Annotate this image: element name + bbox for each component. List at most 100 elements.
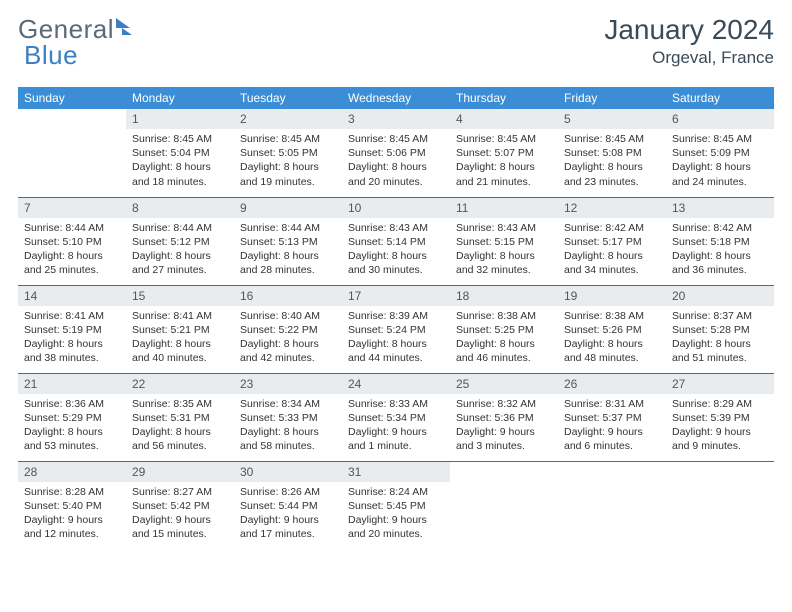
day-details: Sunrise: 8:31 AMSunset: 5:37 PMDaylight:… <box>558 394 666 460</box>
day-number: 18 <box>450 286 558 306</box>
calendar-cell: 10Sunrise: 8:43 AMSunset: 5:14 PMDayligh… <box>342 197 450 285</box>
calendar-cell: 19Sunrise: 8:38 AMSunset: 5:26 PMDayligh… <box>558 285 666 373</box>
day-details: Sunrise: 8:38 AMSunset: 5:26 PMDaylight:… <box>558 306 666 372</box>
day-details: Sunrise: 8:44 AMSunset: 5:12 PMDaylight:… <box>126 218 234 284</box>
calendar-cell: 7Sunrise: 8:44 AMSunset: 5:10 PMDaylight… <box>18 197 126 285</box>
day-number: 7 <box>18 198 126 218</box>
day-number: 3 <box>342 109 450 129</box>
calendar-cell: 6Sunrise: 8:45 AMSunset: 5:09 PMDaylight… <box>666 109 774 197</box>
calendar-cell <box>558 461 666 549</box>
day-number: 16 <box>234 286 342 306</box>
day-details: Sunrise: 8:24 AMSunset: 5:45 PMDaylight:… <box>342 482 450 548</box>
day-number: 24 <box>342 374 450 394</box>
calendar-cell: 25Sunrise: 8:32 AMSunset: 5:36 PMDayligh… <box>450 373 558 461</box>
calendar-cell: 23Sunrise: 8:34 AMSunset: 5:33 PMDayligh… <box>234 373 342 461</box>
day-number: 26 <box>558 374 666 394</box>
day-number: 28 <box>18 462 126 482</box>
calendar-cell: 21Sunrise: 8:36 AMSunset: 5:29 PMDayligh… <box>18 373 126 461</box>
day-number: 20 <box>666 286 774 306</box>
weekday-header: Saturday <box>666 87 774 109</box>
brand-triangle-icon-2 <box>122 28 132 35</box>
day-number: 11 <box>450 198 558 218</box>
calendar-cell: 4Sunrise: 8:45 AMSunset: 5:07 PMDaylight… <box>450 109 558 197</box>
weekday-header: Monday <box>126 87 234 109</box>
day-number: 17 <box>342 286 450 306</box>
day-number: 19 <box>558 286 666 306</box>
calendar-cell: 22Sunrise: 8:35 AMSunset: 5:31 PMDayligh… <box>126 373 234 461</box>
day-details: Sunrise: 8:45 AMSunset: 5:05 PMDaylight:… <box>234 129 342 195</box>
day-number: 23 <box>234 374 342 394</box>
calendar-cell: 28Sunrise: 8:28 AMSunset: 5:40 PMDayligh… <box>18 461 126 549</box>
day-details: Sunrise: 8:41 AMSunset: 5:19 PMDaylight:… <box>18 306 126 372</box>
day-details: Sunrise: 8:40 AMSunset: 5:22 PMDaylight:… <box>234 306 342 372</box>
weekday-header: Tuesday <box>234 87 342 109</box>
day-number: 22 <box>126 374 234 394</box>
day-details: Sunrise: 8:44 AMSunset: 5:10 PMDaylight:… <box>18 218 126 284</box>
calendar-cell: 12Sunrise: 8:42 AMSunset: 5:17 PMDayligh… <box>558 197 666 285</box>
calendar-cell: 13Sunrise: 8:42 AMSunset: 5:18 PMDayligh… <box>666 197 774 285</box>
day-number: 27 <box>666 374 774 394</box>
calendar-cell: 27Sunrise: 8:29 AMSunset: 5:39 PMDayligh… <box>666 373 774 461</box>
day-number: 15 <box>126 286 234 306</box>
day-details: Sunrise: 8:45 AMSunset: 5:09 PMDaylight:… <box>666 129 774 195</box>
day-details: Sunrise: 8:26 AMSunset: 5:44 PMDaylight:… <box>234 482 342 548</box>
day-number: 12 <box>558 198 666 218</box>
calendar-cell: 26Sunrise: 8:31 AMSunset: 5:37 PMDayligh… <box>558 373 666 461</box>
day-details: Sunrise: 8:36 AMSunset: 5:29 PMDaylight:… <box>18 394 126 460</box>
brand-triangle-icon <box>116 18 130 28</box>
day-details: Sunrise: 8:37 AMSunset: 5:28 PMDaylight:… <box>666 306 774 372</box>
day-number: 2 <box>234 109 342 129</box>
title-month: January 2024 <box>604 14 774 46</box>
day-number: 9 <box>234 198 342 218</box>
title-block: January 2024 Orgeval, France <box>604 14 774 68</box>
calendar-cell <box>450 461 558 549</box>
day-details: Sunrise: 8:39 AMSunset: 5:24 PMDaylight:… <box>342 306 450 372</box>
calendar-cell: 2Sunrise: 8:45 AMSunset: 5:05 PMDaylight… <box>234 109 342 197</box>
day-number: 1 <box>126 109 234 129</box>
day-number: 14 <box>18 286 126 306</box>
day-number: 10 <box>342 198 450 218</box>
day-number: 29 <box>126 462 234 482</box>
weekday-header: Thursday <box>450 87 558 109</box>
calendar-cell: 31Sunrise: 8:24 AMSunset: 5:45 PMDayligh… <box>342 461 450 549</box>
day-details: Sunrise: 8:28 AMSunset: 5:40 PMDaylight:… <box>18 482 126 548</box>
day-details: Sunrise: 8:38 AMSunset: 5:25 PMDaylight:… <box>450 306 558 372</box>
calendar-cell <box>666 461 774 549</box>
day-number: 31 <box>342 462 450 482</box>
day-details: Sunrise: 8:29 AMSunset: 5:39 PMDaylight:… <box>666 394 774 460</box>
weekday-header: Sunday <box>18 87 126 109</box>
day-details: Sunrise: 8:44 AMSunset: 5:13 PMDaylight:… <box>234 218 342 284</box>
day-details: Sunrise: 8:45 AMSunset: 5:08 PMDaylight:… <box>558 129 666 195</box>
day-details: Sunrise: 8:43 AMSunset: 5:14 PMDaylight:… <box>342 218 450 284</box>
calendar-cell: 11Sunrise: 8:43 AMSunset: 5:15 PMDayligh… <box>450 197 558 285</box>
day-details: Sunrise: 8:32 AMSunset: 5:36 PMDaylight:… <box>450 394 558 460</box>
day-details: Sunrise: 8:41 AMSunset: 5:21 PMDaylight:… <box>126 306 234 372</box>
calendar-cell: 20Sunrise: 8:37 AMSunset: 5:28 PMDayligh… <box>666 285 774 373</box>
calendar-row: 1Sunrise: 8:45 AMSunset: 5:04 PMDaylight… <box>18 109 774 197</box>
day-number: 25 <box>450 374 558 394</box>
calendar-cell: 5Sunrise: 8:45 AMSunset: 5:08 PMDaylight… <box>558 109 666 197</box>
calendar-cell: 29Sunrise: 8:27 AMSunset: 5:42 PMDayligh… <box>126 461 234 549</box>
day-number: 30 <box>234 462 342 482</box>
calendar-head: SundayMondayTuesdayWednesdayThursdayFrid… <box>18 87 774 109</box>
day-details: Sunrise: 8:34 AMSunset: 5:33 PMDaylight:… <box>234 394 342 460</box>
day-details: Sunrise: 8:43 AMSunset: 5:15 PMDaylight:… <box>450 218 558 284</box>
calendar-body: 1Sunrise: 8:45 AMSunset: 5:04 PMDaylight… <box>18 109 774 549</box>
day-details: Sunrise: 8:35 AMSunset: 5:31 PMDaylight:… <box>126 394 234 460</box>
weekday-header: Wednesday <box>342 87 450 109</box>
day-details: Sunrise: 8:45 AMSunset: 5:06 PMDaylight:… <box>342 129 450 195</box>
calendar-cell: 3Sunrise: 8:45 AMSunset: 5:06 PMDaylight… <box>342 109 450 197</box>
day-number: 21 <box>18 374 126 394</box>
calendar-page: General January 2024 Orgeval, France X B… <box>0 0 792 563</box>
day-details: Sunrise: 8:27 AMSunset: 5:42 PMDaylight:… <box>126 482 234 548</box>
weekday-row: SundayMondayTuesdayWednesdayThursdayFrid… <box>18 87 774 109</box>
calendar-cell: 8Sunrise: 8:44 AMSunset: 5:12 PMDaylight… <box>126 197 234 285</box>
calendar-table: SundayMondayTuesdayWednesdayThursdayFrid… <box>18 87 774 549</box>
calendar-cell: 24Sunrise: 8:33 AMSunset: 5:34 PMDayligh… <box>342 373 450 461</box>
calendar-cell: 30Sunrise: 8:26 AMSunset: 5:44 PMDayligh… <box>234 461 342 549</box>
day-details: Sunrise: 8:42 AMSunset: 5:18 PMDaylight:… <box>666 218 774 284</box>
calendar-row: 28Sunrise: 8:28 AMSunset: 5:40 PMDayligh… <box>18 461 774 549</box>
calendar-cell: 18Sunrise: 8:38 AMSunset: 5:25 PMDayligh… <box>450 285 558 373</box>
day-details: Sunrise: 8:45 AMSunset: 5:07 PMDaylight:… <box>450 129 558 195</box>
day-number: 5 <box>558 109 666 129</box>
